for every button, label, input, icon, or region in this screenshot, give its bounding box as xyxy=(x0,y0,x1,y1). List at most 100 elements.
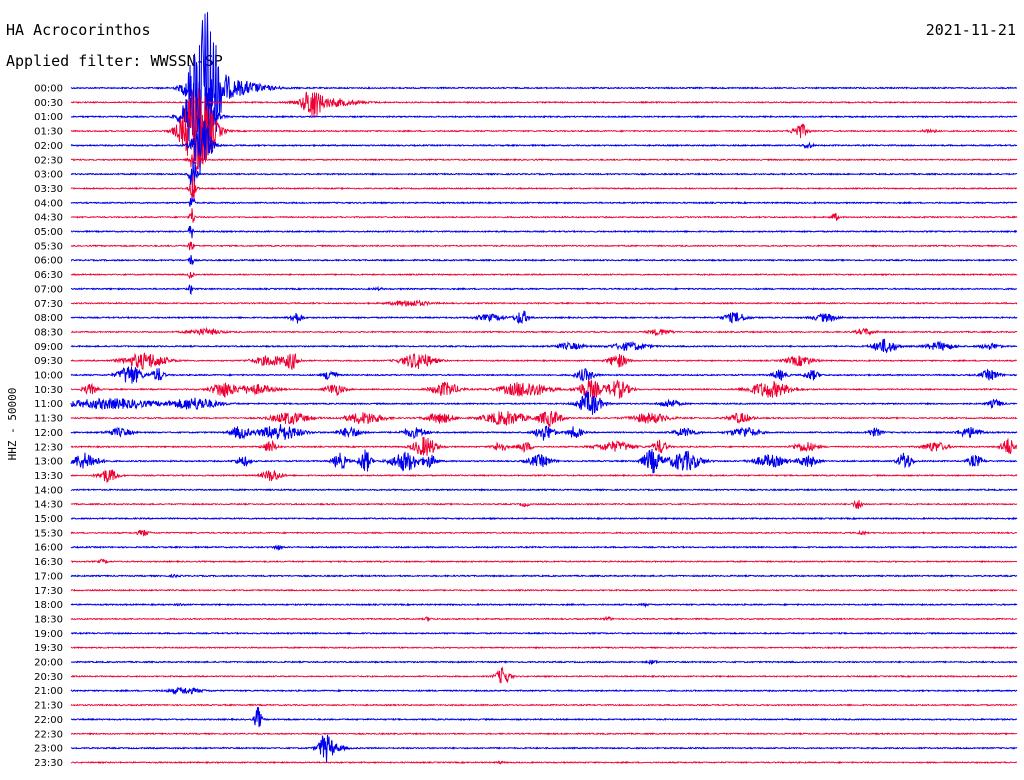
trace-group xyxy=(70,12,1018,765)
trace-line xyxy=(70,88,1018,165)
chart-date: 2021-11-21 xyxy=(926,21,1016,39)
tick-label: 06:00 xyxy=(34,256,63,267)
trace-line xyxy=(70,226,1018,239)
trace-line xyxy=(70,379,1018,400)
trace-line xyxy=(70,338,1018,354)
tick-label: 21:00 xyxy=(34,686,63,697)
tick-label: 09:00 xyxy=(34,342,63,353)
tick-label-group: 00:00 00:30 01:00 01:30 02:00 02:30 03:00 03:30… xyxy=(34,84,63,769)
tick-label: 16:00 xyxy=(34,543,63,554)
tick-label: 07:30 xyxy=(34,299,63,310)
trace-line xyxy=(70,241,1018,251)
tick-label: 04:30 xyxy=(34,213,63,224)
tick-label: 12:30 xyxy=(34,442,63,453)
tick-label: 14:00 xyxy=(34,485,63,496)
tick-label: 15:00 xyxy=(34,514,63,525)
tick-label: 20:00 xyxy=(34,658,63,669)
tick-label: 00:00 xyxy=(34,84,63,95)
trace-line xyxy=(70,272,1018,279)
tick-label: 05:00 xyxy=(34,227,63,238)
trace-line xyxy=(70,703,1018,707)
tick-label: 15:30 xyxy=(34,528,63,539)
tick-label: 23:00 xyxy=(34,744,63,755)
trace-line xyxy=(70,208,1018,223)
trace-line xyxy=(70,152,1018,173)
trace-line xyxy=(70,529,1018,537)
tick-label: 13:00 xyxy=(34,457,63,468)
trace-line xyxy=(70,544,1018,552)
trace-line xyxy=(70,645,1018,650)
trace-line xyxy=(70,666,1018,684)
trace-line xyxy=(70,299,1018,307)
tick-label: 22:00 xyxy=(34,715,63,726)
trace-line xyxy=(70,436,1018,456)
y-axis-label: HHZ - 50000 xyxy=(6,388,19,461)
trace-line xyxy=(70,734,1018,763)
trace-line xyxy=(70,161,1018,189)
tick-label: 02:30 xyxy=(34,155,63,166)
trace-line xyxy=(70,573,1018,579)
trace-line xyxy=(70,366,1018,384)
trace-line xyxy=(70,91,1018,118)
trace-line xyxy=(70,326,1018,337)
trace-line xyxy=(70,760,1018,765)
trace-line xyxy=(70,117,1018,174)
trace-line xyxy=(70,82,1018,155)
tick-label: 07:00 xyxy=(34,284,63,295)
trace-line xyxy=(70,588,1018,592)
trace-line xyxy=(70,352,1018,370)
trace-line xyxy=(70,558,1018,564)
trace-line xyxy=(70,631,1018,636)
tick-label: 10:30 xyxy=(34,385,63,396)
tick-label: 23:30 xyxy=(34,758,63,769)
tick-label: 04:00 xyxy=(34,198,63,209)
trace-line xyxy=(70,516,1018,521)
trace-line xyxy=(70,310,1018,325)
chart-title: HA Acrocorinthos xyxy=(6,21,151,39)
trace-line xyxy=(70,732,1018,736)
tick-label: 17:30 xyxy=(34,586,63,597)
tick-label: 11:30 xyxy=(34,414,63,425)
trace-line xyxy=(70,469,1018,483)
tick-label: 14:30 xyxy=(34,500,63,511)
trace-line xyxy=(70,615,1018,622)
tick-label: 20:30 xyxy=(34,672,63,683)
tick-label: 19:00 xyxy=(34,629,63,640)
tick-label: 09:30 xyxy=(34,356,63,367)
trace-line xyxy=(70,255,1018,266)
tick-label: 01:00 xyxy=(34,112,63,123)
trace-line xyxy=(70,390,1018,415)
trace-line xyxy=(70,487,1018,492)
tick-label: 11:00 xyxy=(34,399,63,410)
tick-label: 13:30 xyxy=(34,471,63,482)
trace-line xyxy=(70,686,1018,696)
trace-line xyxy=(70,12,1018,157)
trace-line xyxy=(70,424,1018,441)
tick-label: 05:30 xyxy=(34,241,63,252)
tick-label: 16:30 xyxy=(34,557,63,568)
tick-label: 03:00 xyxy=(34,170,63,181)
trace-line xyxy=(70,284,1018,296)
tick-label: 03:30 xyxy=(34,184,63,195)
tick-label: 19:30 xyxy=(34,643,63,654)
tick-label: 00:30 xyxy=(34,98,63,109)
tick-label: 21:30 xyxy=(34,701,63,712)
tick-label: 10:00 xyxy=(34,371,63,382)
tick-label: 22:30 xyxy=(34,729,63,740)
tick-label: 12:00 xyxy=(34,428,63,439)
tick-label: 18:30 xyxy=(34,614,63,625)
chart-subtitle: Applied filter: WWSSN-SP xyxy=(6,52,223,70)
tick-label: 08:30 xyxy=(34,327,63,338)
trace-line xyxy=(70,659,1018,665)
tick-label: 06:30 xyxy=(34,270,63,281)
trace-line xyxy=(70,449,1018,474)
tick-label: 01:30 xyxy=(34,127,63,138)
tick-label: 17:00 xyxy=(34,571,63,582)
trace-line xyxy=(70,707,1018,728)
trace-line xyxy=(70,197,1018,207)
trace-line xyxy=(70,411,1018,428)
trace-line xyxy=(70,174,1018,202)
tick-label: 18:00 xyxy=(34,600,63,611)
trace-line xyxy=(70,499,1018,509)
